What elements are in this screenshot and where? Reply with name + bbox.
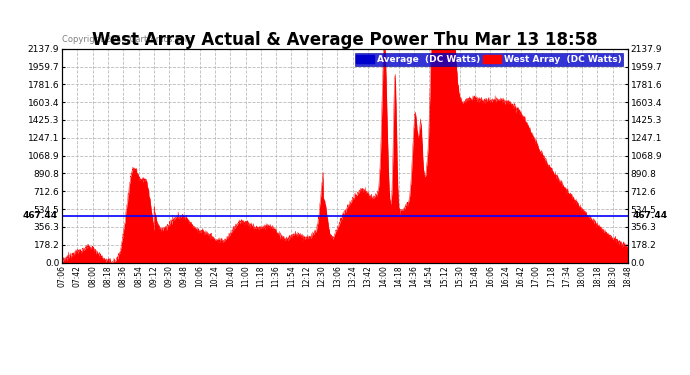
Text: 467.44: 467.44: [632, 211, 667, 220]
Text: 467.44: 467.44: [23, 211, 58, 220]
Text: Copyright 2014 Cartronics.com: Copyright 2014 Cartronics.com: [62, 36, 193, 45]
Legend: Average  (DC Watts), West Array  (DC Watts): Average (DC Watts), West Array (DC Watts…: [355, 53, 623, 66]
Title: West Array Actual & Average Power Thu Mar 13 18:58: West Array Actual & Average Power Thu Ma…: [92, 31, 598, 49]
